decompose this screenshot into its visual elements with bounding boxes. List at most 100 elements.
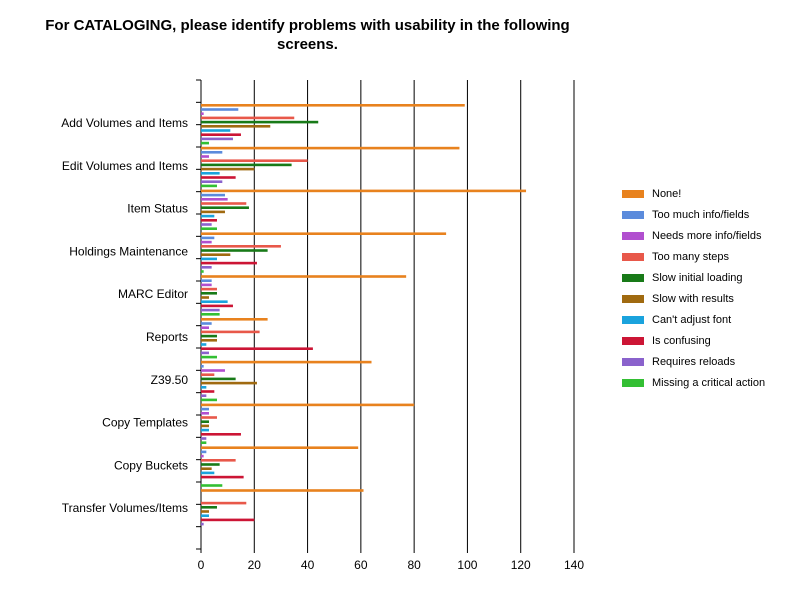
bar [201,334,217,338]
bar [201,176,236,179]
bar [201,501,247,505]
bar [201,386,207,389]
bar [201,287,217,291]
bar [201,257,217,261]
bar [201,398,217,402]
bar [201,416,217,419]
category-label: Z39.50 [151,373,189,387]
bar [201,463,220,466]
bar [201,510,209,513]
bar [201,266,212,269]
x-tick-label: 0 [198,558,205,572]
legend-item: Missing a critical action [622,377,797,389]
bar [201,261,257,265]
bar [201,210,225,214]
bar [201,407,209,411]
bar [201,283,212,287]
bar [201,381,257,385]
chart-title: For CATALOGING, please identify problems… [45,17,570,53]
legend-label: Too much info/fields [652,209,750,221]
bar [201,159,308,162]
bar [201,437,207,440]
bar [201,454,204,458]
bar [201,202,247,205]
legend-item: None! [622,188,797,200]
legend-label: None! [652,188,682,200]
legend-item: Can't adjust font [622,314,797,326]
legend-label: Requires reloads [652,356,736,368]
x-tick-label: 140 [564,558,584,572]
bar [201,270,204,273]
bar [201,253,231,256]
legend-label: Slow with results [652,293,734,305]
legend-item: Too much info/fields [622,209,797,221]
legend-swatch [622,295,644,303]
legend-label: Can't adjust font [652,314,732,326]
bar [201,104,465,107]
bar [201,146,460,150]
bar [201,424,209,428]
legend-swatch [622,211,644,219]
bar [201,193,225,197]
bar [201,219,217,222]
legend-label: Missing a critical action [652,377,766,389]
legend-swatch [622,253,644,261]
bar [201,459,236,462]
bar [201,300,228,303]
legend-label: Too many steps [652,251,730,263]
legend-item: Needs more info/fields [622,230,797,242]
bar [201,412,209,415]
legend-label: Is confusing [652,335,711,347]
bar [201,172,220,175]
category-label: Add Volumes and Items [61,116,188,130]
bar [201,296,209,299]
category-label: Item Status [127,202,188,216]
bar [201,351,209,355]
bar [201,475,244,479]
x-tick-label: 40 [301,558,315,572]
bar [201,198,228,201]
bar [201,232,447,235]
bar [201,322,212,325]
bar [201,279,212,282]
bar [201,129,231,132]
bar [201,318,268,321]
bar [201,214,215,218]
bar [201,484,223,487]
legend-swatch [622,337,644,345]
legend-item: Slow initial loading [622,272,797,284]
category-label: Copy Buckets [114,458,188,472]
legend-item: Slow with results [622,293,797,305]
bar [201,489,364,492]
bar [201,137,233,141]
bar [201,365,204,368]
bar [201,369,225,372]
bar [201,428,209,432]
x-tick-label: 100 [457,558,477,572]
legend-label: Needs more info/fields [652,230,762,242]
bar [201,223,212,226]
category-label: Transfer Volumes/Items [62,501,188,515]
legend-swatch [622,274,644,282]
bar [201,394,207,397]
bar [201,347,313,350]
bar [201,167,255,171]
bar [201,151,223,154]
bar [201,141,209,145]
bar [201,446,359,449]
legend-swatch [622,379,644,387]
bar [201,360,372,364]
bar [201,112,204,115]
bar [201,377,236,381]
bar [201,308,220,312]
bar [201,304,233,308]
bar [201,330,260,334]
bar [201,292,217,295]
bar [201,189,527,193]
bar [201,339,217,342]
bar [201,522,204,526]
bar [201,441,207,444]
bar [201,155,209,158]
bar [201,108,239,111]
category-label: Edit Volumes and Items [62,159,188,173]
